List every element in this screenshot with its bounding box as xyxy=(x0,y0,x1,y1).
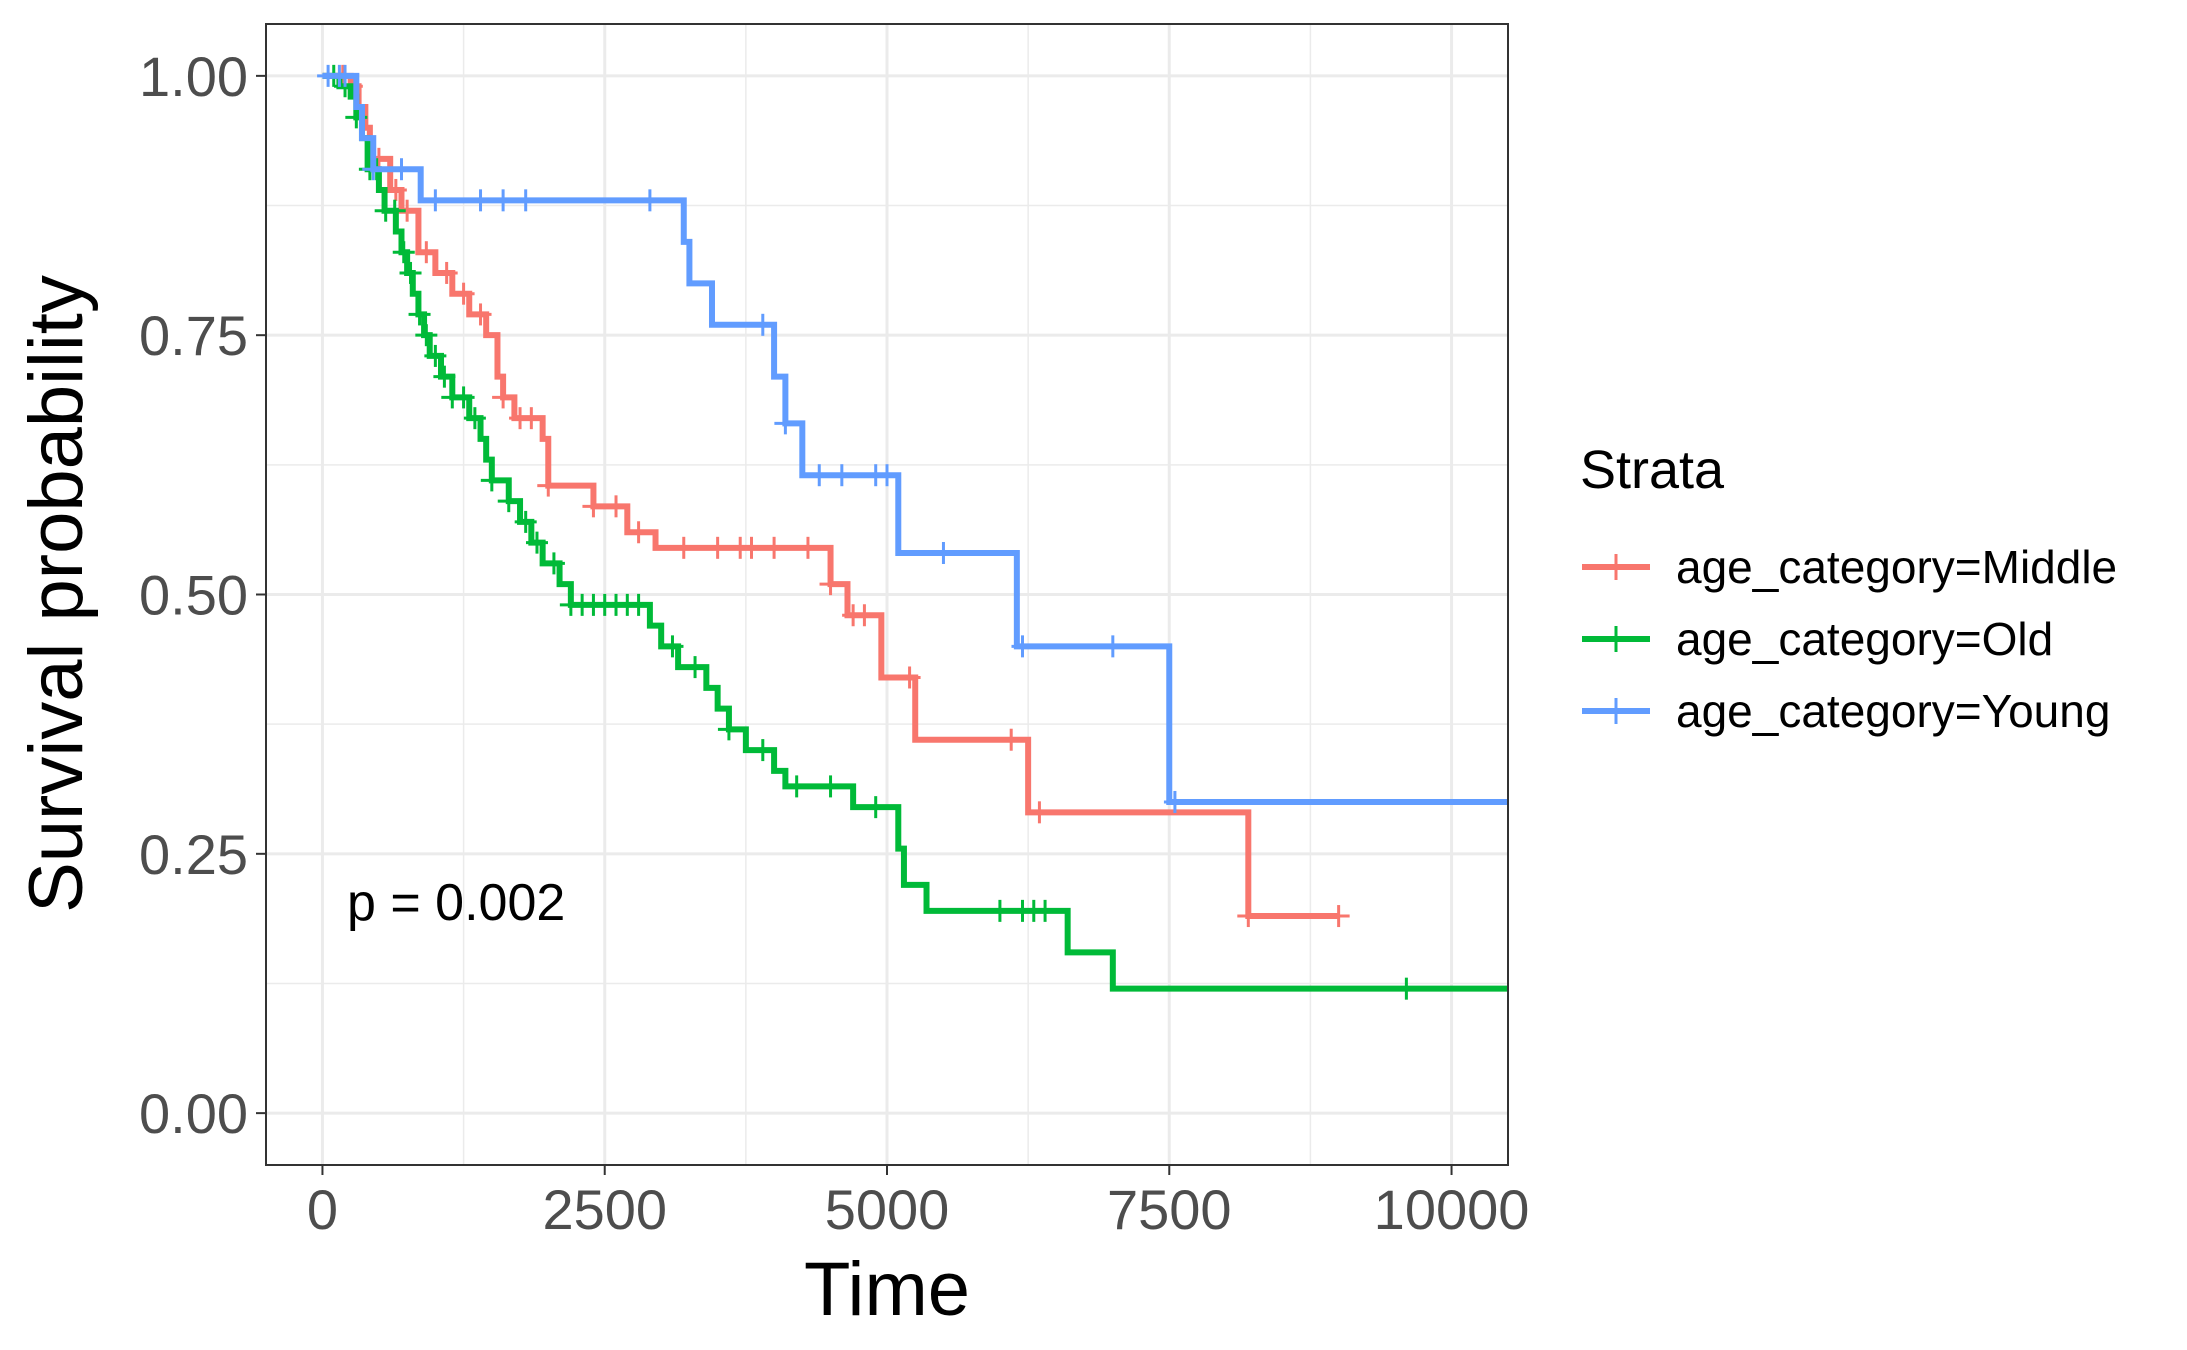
censor-mark xyxy=(1028,801,1051,824)
legend: Strata age_category=Middle age_category=O… xyxy=(1580,440,2117,737)
y-tick-label: 0.50 xyxy=(139,564,248,627)
y-tick-label: 0.00 xyxy=(139,1082,248,1145)
censor-mark xyxy=(514,510,537,533)
censor-mark xyxy=(384,178,407,201)
censor-mark xyxy=(1011,635,1034,658)
censor-mark xyxy=(362,158,385,181)
censor-mark xyxy=(399,261,422,284)
censor-mark xyxy=(415,241,438,264)
censor-mark xyxy=(408,303,431,326)
legend-label: age_category=Middle xyxy=(1676,541,2117,593)
legend-item-middle: age_category=Middle xyxy=(1582,541,2117,593)
survival-curve-line xyxy=(322,72,1508,805)
censor-mark xyxy=(932,542,955,565)
censor-mark xyxy=(988,899,1011,922)
censor-mark xyxy=(435,261,458,284)
censor-mark xyxy=(1000,728,1023,751)
series-young xyxy=(317,64,1508,813)
censor-mark xyxy=(492,386,515,409)
censor-mark xyxy=(638,189,661,212)
censor-mark xyxy=(525,531,548,554)
censor-mark xyxy=(1163,790,1186,813)
censor-mark xyxy=(661,635,684,658)
x-tick-label: 10000 xyxy=(1374,1178,1530,1241)
censor-mark xyxy=(514,189,537,212)
censor-mark xyxy=(774,412,797,435)
x-tick-label: 5000 xyxy=(825,1178,950,1241)
censor-mark xyxy=(740,536,763,559)
censor-mark xyxy=(796,536,819,559)
censor-mark xyxy=(627,593,650,616)
censor-mark xyxy=(1327,905,1350,928)
legend-item-old: age_category=Old xyxy=(1582,613,2053,665)
censor-mark xyxy=(392,241,415,264)
censor-mark xyxy=(751,739,774,762)
y-axis-title: Survival probability xyxy=(14,275,99,913)
censor-mark xyxy=(672,536,695,559)
x-tick-label: 2500 xyxy=(542,1178,667,1241)
censor-mark xyxy=(520,407,543,430)
censor-mark xyxy=(383,199,406,222)
censor-mark xyxy=(853,604,876,627)
censor-mark xyxy=(492,189,515,212)
censor-mark xyxy=(480,469,503,492)
series-middle xyxy=(322,64,1350,928)
censor-mark xyxy=(537,474,560,497)
censor-mark xyxy=(830,464,853,487)
censor-mark xyxy=(497,490,520,513)
censor-mark xyxy=(684,656,707,679)
censor-mark xyxy=(819,573,842,596)
censor-mark xyxy=(706,536,729,559)
legend-item-young: age_category=Young xyxy=(1582,685,2110,737)
censor-mark xyxy=(717,718,740,741)
censor-mark xyxy=(898,666,921,689)
censor-mark xyxy=(808,464,831,487)
censor-mark xyxy=(463,407,486,430)
x-tick-label: 0 xyxy=(307,1178,338,1241)
censor-mark xyxy=(390,158,413,181)
censor-mark xyxy=(424,344,447,367)
censor-mark xyxy=(433,365,456,388)
censor-mark xyxy=(452,386,475,409)
y-tick-label: 1.00 xyxy=(139,45,248,108)
series-old xyxy=(322,64,1508,1000)
y-tick-label: 0.75 xyxy=(139,304,248,367)
censor-mark xyxy=(819,775,842,798)
censor-mark xyxy=(785,775,808,798)
grid xyxy=(266,24,1508,1165)
censor-mark xyxy=(1237,905,1260,928)
legend-label: age_category=Young xyxy=(1676,685,2110,737)
legend-title: Strata xyxy=(1580,440,1725,500)
censor-mark xyxy=(469,303,492,326)
censor-mark xyxy=(415,324,438,347)
censor-mark xyxy=(605,495,628,518)
censor-mark xyxy=(876,464,898,487)
censor-mark xyxy=(334,64,357,87)
axes: 0 2500 5000 7500 10000 0.00 0.25 0.50 0.75 1.00 xyxy=(139,45,1529,1241)
censor-mark xyxy=(469,189,492,212)
censor-mark xyxy=(582,495,605,518)
censor-mark xyxy=(452,282,475,305)
survival-curve-line xyxy=(322,72,1508,992)
censor-mark xyxy=(864,796,887,819)
legend-label: age_category=Old xyxy=(1676,613,2053,665)
censor-mark xyxy=(1034,899,1057,922)
x-axis-title: Time xyxy=(804,1247,970,1332)
y-tick-label: 0.25 xyxy=(139,823,248,886)
x-tick-label: 7500 xyxy=(1107,1178,1232,1241)
censor-mark xyxy=(1395,977,1418,1000)
censor-mark xyxy=(1101,635,1124,658)
censor-mark xyxy=(424,189,447,212)
survival-curves xyxy=(317,64,1508,1000)
p-value-annotation: p = 0.002 xyxy=(347,874,565,932)
censor-mark xyxy=(763,536,786,559)
censor-mark xyxy=(627,521,650,544)
censor-mark xyxy=(751,313,774,336)
censor-mark xyxy=(542,552,565,575)
